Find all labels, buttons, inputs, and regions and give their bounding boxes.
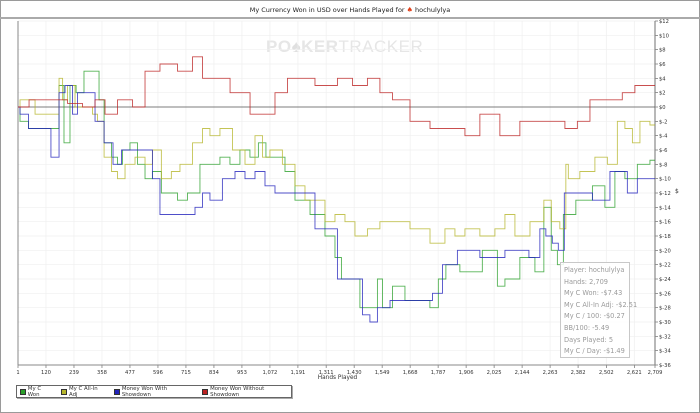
x-tick-label: 2,144 (515, 370, 531, 376)
legend-item-without-showdown[interactable]: Money Won Without Showdown (202, 386, 291, 398)
y-tick-label: $-36 (659, 363, 671, 369)
title-text: My Currency Won in USD over Hands Played… (249, 6, 405, 14)
pokerstars-spade-icon: ♠ (406, 6, 413, 14)
x-tick-label: 1,906 (459, 370, 474, 376)
y-tick-label: $-26 (659, 291, 671, 297)
y-tick-label: $-34 (659, 349, 671, 355)
x-tick-label: 120 (41, 370, 51, 376)
info-hands: Hands: 2,709 (564, 277, 608, 286)
x-tick-label: 2,621 (627, 370, 642, 376)
info-c-per-100: My C / 100: -$0.27 (564, 312, 625, 321)
legend-swatch (202, 388, 209, 395)
series-line-2 (18, 85, 655, 323)
y-tick-label: $4 (659, 76, 666, 82)
info-player: Player: hochulylya (564, 266, 625, 274)
y-tick-label: $-30 (659, 320, 671, 326)
legend: My C Won My C All-In Adj Money Won With … (16, 385, 292, 398)
info-c-won: My C Won: -$7.43 (564, 289, 623, 298)
y-tick-label: $-18 (659, 234, 671, 240)
y-tick-label: $-22 (659, 263, 671, 269)
legend-item-with-showdown[interactable]: Money Won With Showdown (114, 386, 194, 398)
y-tick-label: $-6 (659, 148, 667, 154)
y-tick-label: $12 (659, 19, 669, 25)
legend-item-allin-adj[interactable]: My C All-In Adj (61, 386, 106, 398)
legend-label: Money Won Without Showdown (210, 385, 265, 398)
x-tick-label: 2,709 (648, 370, 663, 376)
x-tick-label: 1,191 (290, 370, 305, 376)
x-tick-label: 2,025 (487, 370, 502, 376)
x-tick-label: 2,382 (571, 370, 586, 376)
legend-item-c-won[interactable]: My C Won (20, 386, 53, 398)
y-tick-label: $8 (659, 48, 666, 54)
y-tick-label: $-12 (659, 191, 671, 197)
legend-swatch (114, 388, 120, 395)
y-tick-label: $-8 (659, 162, 667, 168)
y-tick-label: $-10 (659, 177, 671, 183)
series-line-3 (18, 56, 655, 137)
x-tick-label: 834 (209, 370, 220, 376)
y-tick-label: $-14 (659, 205, 671, 211)
y-tick-label: $-28 (659, 306, 671, 312)
info-c-per-day: My C / Day: -$1.49 (564, 347, 625, 356)
x-tick-label: 715 (181, 370, 191, 376)
legend-label: My C Won (27, 385, 42, 398)
legend-label: Money Won With Showdown (121, 385, 168, 398)
stats-info-box: Player: hochulylya Hands: 2,709 My C Won… (560, 262, 638, 358)
x-tick-label: 1 (16, 370, 19, 376)
y-tick-label: $-20 (659, 248, 671, 254)
y-axis-currency-symbol: $ (675, 188, 679, 195)
title-player: hochulylya (415, 6, 451, 14)
y-tick-label: $0 (659, 105, 666, 111)
y-tick-label: $10 (659, 33, 669, 39)
x-tick-label: 2,263 (543, 370, 558, 376)
x-tick-label: 358 (97, 370, 107, 376)
y-tick-label: $-32 (659, 334, 671, 340)
x-tick-label: 2,502 (599, 370, 614, 376)
info-days-played: Days Played: 5 (564, 335, 614, 344)
info-allin-adj: My C All-In Adj: -$2.51 (564, 300, 638, 309)
legend-swatch (20, 388, 26, 395)
y-tick-label: $-24 (659, 277, 671, 283)
y-tick-label: $-2 (659, 119, 667, 125)
title-divider (0, 17, 700, 19)
x-tick-label: 953 (237, 370, 247, 376)
info-bb-per-100: BB/100: -5.49 (564, 323, 610, 332)
x-tick-label: 596 (153, 370, 163, 376)
x-tick-label: 239 (69, 370, 79, 376)
y-tick-label: $-4 (659, 134, 668, 140)
x-tick-label: 1,430 (347, 370, 362, 376)
x-axis-label: Hands Played (317, 375, 358, 381)
x-tick-label: 1,787 (431, 370, 446, 376)
x-tick-label: 1,668 (403, 370, 418, 376)
chart-title: My Currency Won in USD over Hands Played… (0, 6, 700, 14)
watermark-logo: PO♠KERTRACKER (266, 37, 424, 56)
x-tick-label: 1,072 (263, 370, 278, 376)
y-tick-label: $6 (659, 62, 666, 68)
x-tick-label: 1,549 (375, 370, 390, 376)
y-tick-label: $2 (659, 91, 666, 97)
series-line-1 (18, 77, 655, 244)
x-tick-label: 477 (125, 370, 135, 376)
legend-swatch (61, 388, 67, 395)
legend-label: My C All-In Adj (69, 385, 98, 398)
y-tick-label: $-16 (659, 220, 671, 226)
x-tick-label: 1,311 (319, 370, 334, 376)
